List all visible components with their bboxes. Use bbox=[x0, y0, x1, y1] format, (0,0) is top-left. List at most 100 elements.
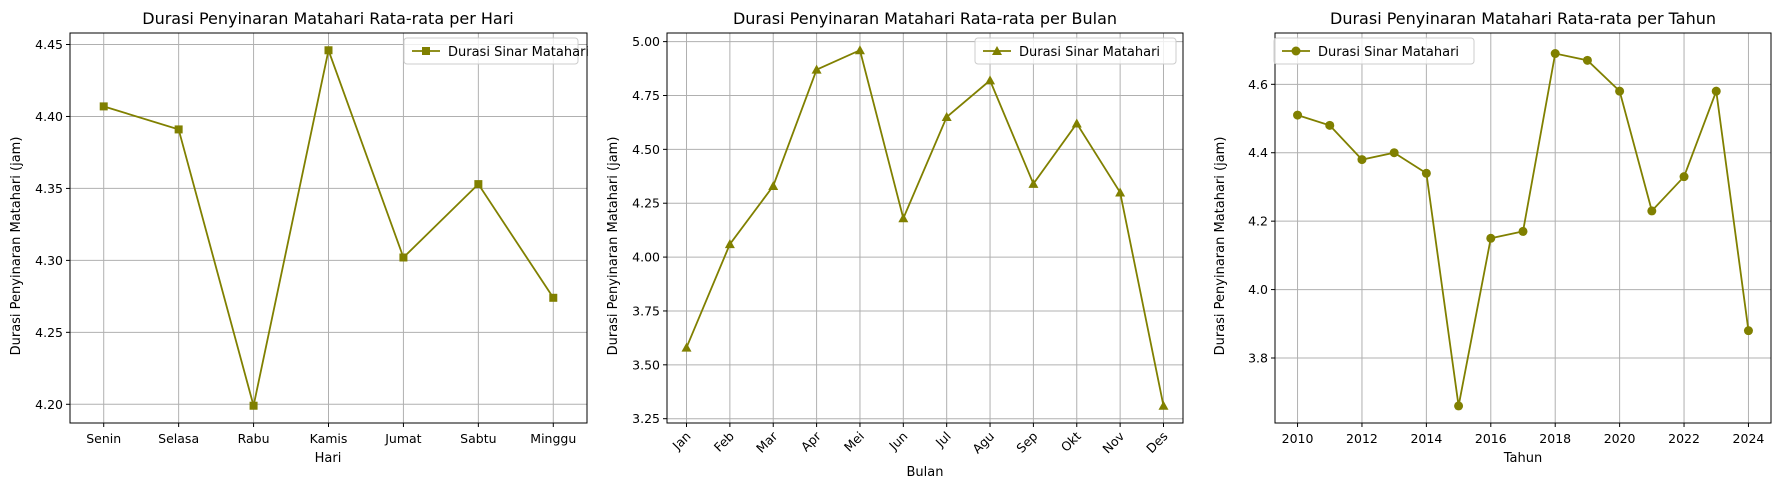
data-point bbox=[1421, 168, 1431, 178]
x-tick-label: Selasa bbox=[158, 431, 199, 446]
legend: Durasi Sinar Matahari bbox=[403, 37, 589, 65]
data-point bbox=[1679, 172, 1689, 182]
y-tick-label: 3.25 bbox=[632, 411, 660, 426]
axes: 4.20 4.25 4.30 4.35 4.40 4.45 Senin Selasa Rabu K… bbox=[35, 37, 576, 446]
data-point bbox=[1325, 120, 1335, 130]
data-point bbox=[1389, 148, 1399, 158]
y-tick-label: 4.4 bbox=[1248, 145, 1268, 160]
x-tick-label: Senin bbox=[86, 431, 121, 446]
data-point bbox=[941, 112, 952, 122]
legend-box bbox=[403, 37, 579, 65]
data-point bbox=[1293, 110, 1303, 120]
y-tick-label: 4.0 bbox=[1248, 282, 1268, 297]
data-point bbox=[681, 342, 692, 352]
plot-frame bbox=[69, 32, 588, 424]
data-point bbox=[549, 293, 558, 302]
x-tick-label: 2012 bbox=[1346, 431, 1378, 446]
data-point bbox=[324, 46, 333, 55]
x-tick-label: 2020 bbox=[1604, 431, 1636, 446]
chart-panel-year: Durasi Penyinaran Matahari Rata-rata per… bbox=[1213, 9, 1772, 466]
data-point bbox=[854, 45, 865, 55]
data-point bbox=[1550, 49, 1560, 59]
y-tick-label: 3.8 bbox=[1248, 351, 1268, 366]
y-tick-label: 4.35 bbox=[35, 181, 63, 196]
legend: Durasi Sinar Matahari bbox=[974, 37, 1177, 65]
data-point bbox=[99, 102, 108, 111]
data-point bbox=[474, 180, 483, 189]
data-point bbox=[1743, 326, 1753, 336]
x-tick-label: 2016 bbox=[1475, 431, 1507, 446]
x-tick-label: Kamis bbox=[310, 431, 348, 446]
legend-marker-swatch bbox=[422, 47, 430, 55]
data-point bbox=[1486, 233, 1496, 243]
y-axis-label: Durasi Penyinaran Matahari (jam) bbox=[1213, 137, 1228, 356]
data-point bbox=[1582, 55, 1592, 65]
data-point bbox=[1115, 187, 1126, 197]
legend: Durasi Sinar Matahari bbox=[1273, 37, 1475, 65]
data-point bbox=[985, 75, 996, 85]
data-point bbox=[724, 239, 735, 249]
y-tick-label: 4.2 bbox=[1248, 214, 1268, 229]
chart-title: Durasi Penyinaran Matahari Rata-rata per… bbox=[1330, 9, 1716, 28]
y-tick-label: 5.00 bbox=[632, 34, 660, 49]
y-axis-label: Durasi Penyinaran Matahari (jam) bbox=[9, 137, 24, 356]
series bbox=[1293, 49, 1753, 411]
x-axis-label: Tahun bbox=[1503, 451, 1542, 466]
chart-title: Durasi Penyinaran Matahari Rata-rata per… bbox=[733, 9, 1117, 28]
data-point bbox=[1071, 118, 1082, 128]
data-point bbox=[811, 64, 822, 74]
data-point bbox=[249, 401, 258, 410]
y-tick-label: 4.6 bbox=[1248, 77, 1268, 92]
legend-label: Durasi Sinar Matahari bbox=[1318, 45, 1459, 60]
grid bbox=[1275, 33, 1771, 423]
data-point bbox=[898, 213, 909, 223]
y-tick-label: 4.25 bbox=[632, 196, 660, 211]
data-point bbox=[1158, 400, 1169, 410]
grid bbox=[70, 33, 587, 423]
plot-frame bbox=[1274, 32, 1772, 424]
x-tick-label: 2022 bbox=[1668, 431, 1700, 446]
data-point bbox=[1647, 206, 1657, 216]
data-point bbox=[174, 125, 183, 134]
y-tick-label: 4.25 bbox=[35, 325, 63, 340]
y-tick-label: 4.45 bbox=[35, 37, 63, 52]
x-tick-label: Rabu bbox=[238, 431, 270, 446]
chart-panel-month: Durasi Penyinaran Matahari Rata-rata per… bbox=[606, 9, 1184, 480]
legend-label: Durasi Sinar Matahari bbox=[1019, 45, 1160, 60]
grid bbox=[667, 33, 1183, 423]
x-tick-label: Jumat bbox=[384, 431, 421, 446]
data-point bbox=[1454, 401, 1464, 411]
x-axis-label: Hari bbox=[315, 451, 342, 466]
legend-marker-swatch bbox=[1291, 46, 1301, 56]
series bbox=[681, 45, 1169, 410]
x-tick-label: 2024 bbox=[1733, 431, 1765, 446]
x-tick-label: 2010 bbox=[1282, 431, 1314, 446]
legend-box bbox=[974, 37, 1177, 65]
y-axis-label: Durasi Penyinaran Matahari (jam) bbox=[606, 137, 621, 356]
chart-title: Durasi Penyinaran Matahari Rata-rata per… bbox=[142, 9, 513, 28]
chart-panel-day: Durasi Penyinaran Matahari Rata-rata per… bbox=[9, 9, 589, 466]
series-line bbox=[685, 48, 1165, 406]
y-tick-label: 4.40 bbox=[35, 109, 63, 124]
legend-label: Durasi Sinar Matahari bbox=[448, 45, 589, 60]
data-point bbox=[1357, 155, 1367, 165]
x-axis-label: Bulan bbox=[907, 465, 944, 480]
data-point bbox=[1615, 86, 1625, 96]
x-tick-label: Sabtu bbox=[460, 431, 496, 446]
x-tick-label: 2014 bbox=[1410, 431, 1442, 446]
y-tick-label: 4.20 bbox=[35, 397, 63, 412]
series bbox=[99, 46, 558, 410]
axes: 3.8 4.0 4.2 4.4 4.6 2010 2012 2014 2016 2018 2020 2… bbox=[1248, 77, 1764, 446]
plot-frame bbox=[666, 32, 1184, 424]
x-tick-label: 2018 bbox=[1539, 431, 1571, 446]
y-tick-label: 4.00 bbox=[632, 250, 660, 265]
y-tick-label: 3.75 bbox=[632, 303, 660, 318]
data-point bbox=[1711, 86, 1721, 96]
legend-box bbox=[1273, 37, 1475, 65]
data-point bbox=[768, 180, 779, 190]
y-tick-label: 4.75 bbox=[632, 88, 660, 103]
y-tick-label: 3.50 bbox=[632, 357, 660, 372]
legend-marker-swatch bbox=[992, 46, 1002, 55]
